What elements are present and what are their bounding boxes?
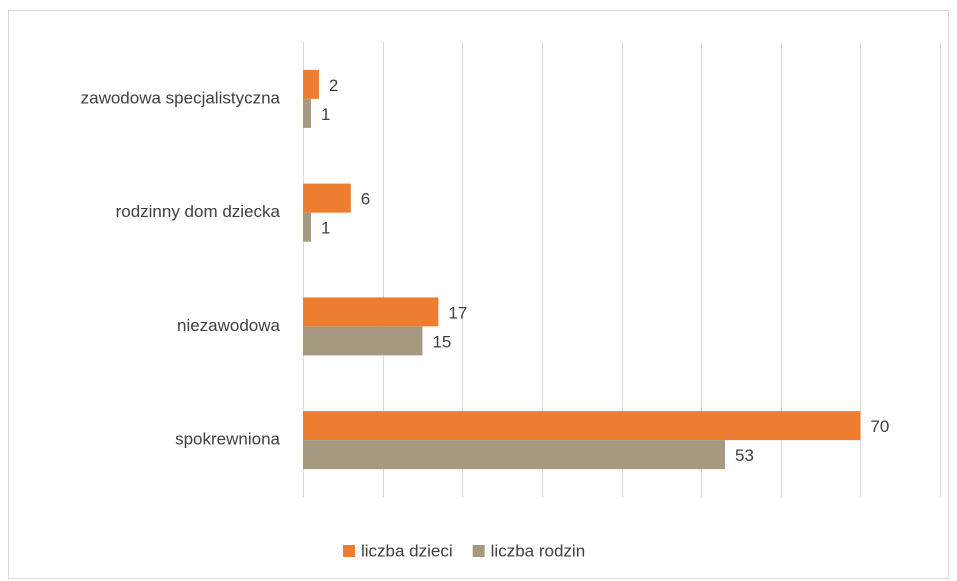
data-label: 1 [321,105,330,124]
legend-swatch [472,545,485,557]
bar [303,183,351,213]
y-tick-label: niezawodowa [177,316,281,335]
bar [303,212,311,242]
data-label: 15 [432,332,451,351]
bar [303,297,439,327]
legend-label: liczba rodzin [491,541,586,560]
bar [303,440,726,470]
y-tick-label: spokrewniona [175,430,280,449]
bar [303,98,311,128]
data-label: 2 [329,76,338,95]
y-tick-label: zawodowa specjalistyczna [81,88,281,107]
data-label: 70 [870,417,889,436]
bar [303,411,861,441]
data-label: 53 [735,446,754,465]
bar [303,69,319,99]
chart-frame [8,10,949,579]
data-label: 1 [321,219,330,238]
data-label: 17 [448,303,467,322]
y-tick-label: rodzinny dom dziecka [116,202,281,221]
bar [303,326,423,356]
data-label: 6 [361,190,370,209]
legend-label: liczba dzieci [361,541,453,560]
legend-swatch [343,545,355,557]
